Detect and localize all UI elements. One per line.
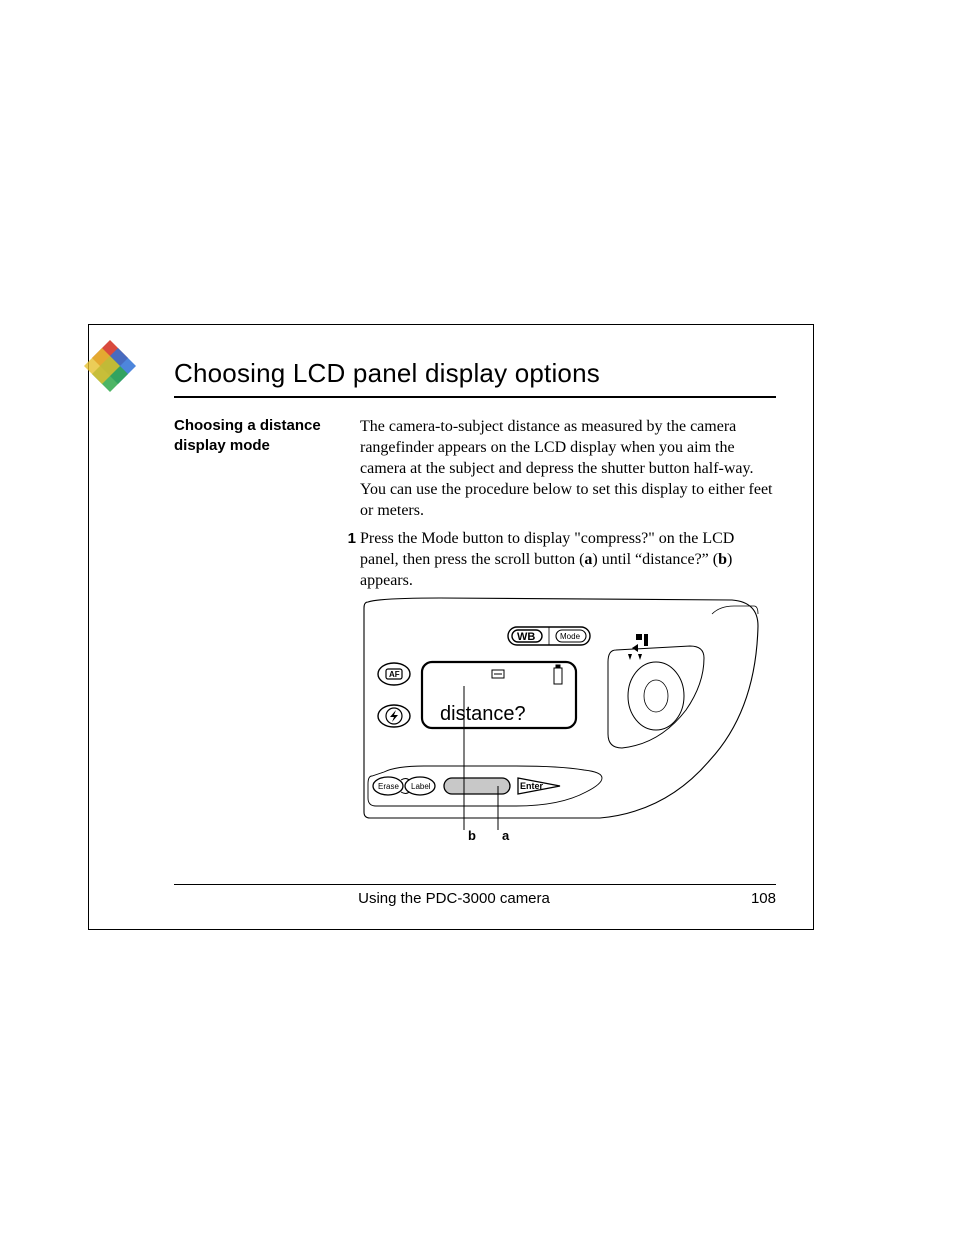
- scroll-button: [444, 778, 510, 794]
- footer-rule: [174, 884, 776, 885]
- svg-text:AF: AF: [389, 670, 400, 679]
- page-number: 108: [740, 890, 776, 907]
- step-text-mid: ) until “distance?” (: [592, 551, 718, 568]
- sidebar-heading: Choosing a distance display mode: [174, 416, 344, 457]
- svg-text:Mode: Mode: [560, 632, 581, 641]
- footer-text: Using the PDC-3000 camera: [174, 890, 734, 907]
- callout-ref-b: b: [718, 551, 727, 568]
- svg-text:Erase: Erase: [378, 782, 399, 791]
- step-number: 1: [336, 530, 356, 547]
- lcd-display-text: distance?: [440, 703, 526, 725]
- brand-logo-icon: [80, 336, 140, 396]
- callout-label-b: b: [468, 828, 476, 843]
- svg-text:Enter: Enter: [520, 781, 544, 791]
- callout-label-a: a: [502, 828, 510, 843]
- svg-text:Label: Label: [411, 782, 431, 791]
- svg-text:WB: WB: [517, 631, 535, 643]
- camera-diagram: distance? WB Mode AF: [360, 592, 776, 852]
- flash-button: [378, 705, 410, 727]
- wb-mode-button-group: WB Mode: [508, 627, 590, 645]
- title-rule: [174, 396, 776, 398]
- intro-paragraph: The camera-to-subject distance as measur…: [360, 416, 776, 522]
- section-title: Choosing LCD panel display options: [174, 358, 776, 389]
- step-1-text: Press the Mode button to display "compre…: [360, 528, 776, 591]
- af-button: AF: [378, 663, 410, 685]
